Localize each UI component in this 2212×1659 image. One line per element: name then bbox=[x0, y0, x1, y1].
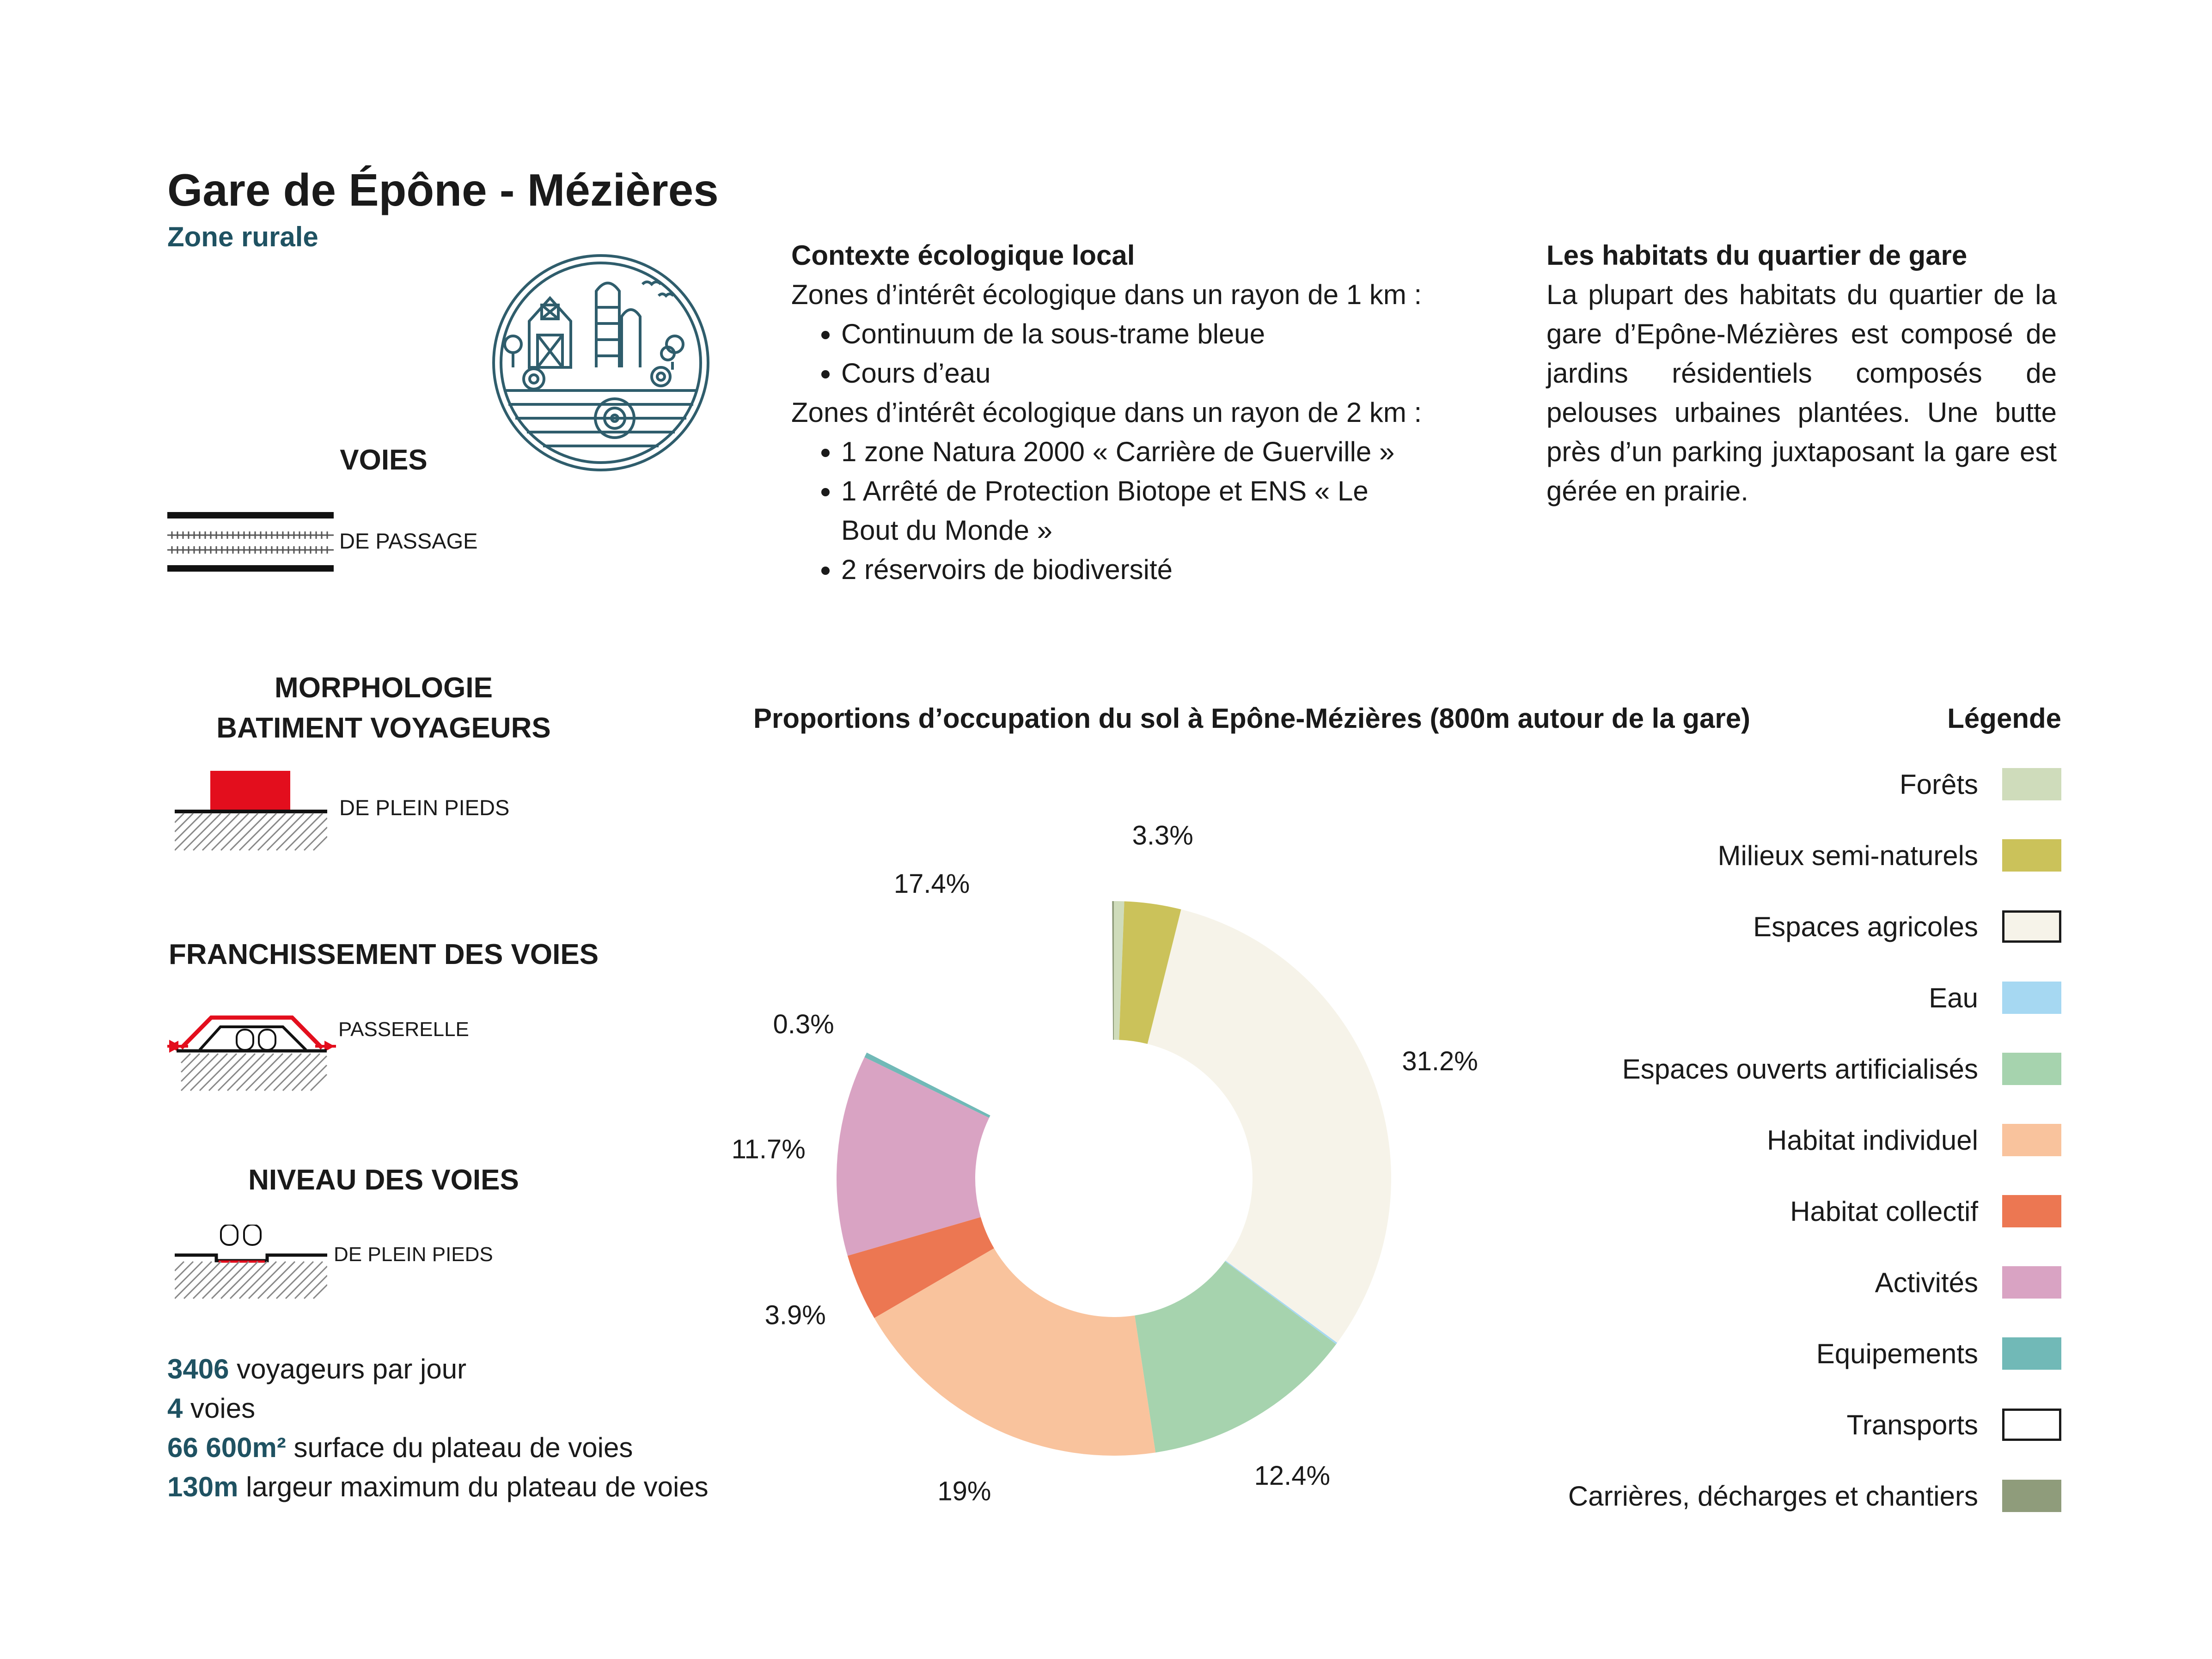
list-item: 1 zone Natura 2000 « Carrière de Guervil… bbox=[841, 432, 1396, 471]
donut-slice bbox=[1147, 909, 1391, 1343]
slice-value-label: 0.3% bbox=[773, 1009, 834, 1039]
slice-value-label: 3.3% bbox=[1132, 823, 1193, 850]
stat-text: largeur maximum du plateau de voies bbox=[238, 1471, 709, 1502]
legend-swatch bbox=[2002, 982, 2061, 1014]
track-level-icon bbox=[175, 1225, 327, 1299]
donut-slice bbox=[837, 1057, 990, 1256]
legend-label: Espaces ouverts artificialisés bbox=[1622, 1053, 1978, 1085]
niveau-title: NIVEAU DES VOIES bbox=[248, 1164, 519, 1196]
stat-value: 130m bbox=[167, 1471, 238, 1502]
tracks-icon bbox=[167, 512, 334, 572]
legend-label: Espaces agricoles bbox=[1753, 911, 1978, 942]
legend-title: Légende bbox=[1947, 703, 2061, 734]
legend-item: Eau bbox=[1414, 962, 2061, 1033]
legend-label: Activités bbox=[1875, 1267, 1978, 1298]
stat-text: voies bbox=[183, 1393, 256, 1424]
habitats-text: La plupart des habitats du quartier de l… bbox=[1546, 279, 2057, 506]
slice-value-label: 3.9% bbox=[765, 1300, 826, 1330]
legend-label: Transports bbox=[1846, 1409, 1978, 1440]
stat-line: 130m largeur maximum du plateau de voies bbox=[167, 1467, 709, 1507]
stat-value: 3406 bbox=[167, 1354, 229, 1385]
legend-swatch bbox=[2002, 839, 2061, 872]
farm-emblem-icon bbox=[492, 254, 709, 471]
stat-line: 3406 voyageurs par jour bbox=[167, 1349, 709, 1389]
legend-swatch bbox=[2002, 1124, 2061, 1156]
legend-item: Equipements bbox=[1414, 1318, 2061, 1389]
legend-label: Eau bbox=[1929, 982, 1978, 1013]
legend-label: Habitat individuel bbox=[1767, 1124, 1978, 1156]
donut-slice bbox=[874, 1248, 1156, 1456]
slice-value-label: 19% bbox=[937, 1476, 991, 1507]
legend-swatch bbox=[2002, 1053, 2061, 1085]
morphologie-title-line2: BATIMENT VOYAGEURS bbox=[216, 712, 551, 744]
legend-item: Forêts bbox=[1414, 749, 2061, 820]
slice-value-label: 31.2% bbox=[1402, 1046, 1478, 1076]
voies-label: DE PASSAGE bbox=[339, 529, 478, 553]
slice-value-label: 17.4% bbox=[894, 869, 970, 899]
legend-swatch bbox=[2002, 768, 2061, 800]
franchissement-label: PASSERELLE bbox=[338, 1018, 469, 1041]
donut-slice bbox=[1135, 1261, 1336, 1453]
morphologie-label: DE PLEIN PIEDS bbox=[339, 795, 510, 820]
legend-item: Carrières, décharges et chantiers bbox=[1414, 1460, 2061, 1531]
legend-label: Forêts bbox=[1899, 769, 1978, 800]
habitats-title: Les habitats du quartier de gare bbox=[1546, 240, 1968, 271]
legend-swatch bbox=[2002, 1409, 2061, 1441]
slice-value-label: 11.7% bbox=[732, 1134, 806, 1164]
morphologie-title-line1: MORPHOLOGIE bbox=[275, 672, 493, 704]
legend-swatch bbox=[2002, 1480, 2061, 1512]
stat-text: surface du plateau de voies bbox=[286, 1432, 633, 1463]
legend-swatch bbox=[2002, 1195, 2061, 1227]
donut-slice bbox=[864, 1052, 990, 1118]
land-use-donut-chart: 3.3% 31.2% 12.4% 19% 3.9% 11.7% 0.3% 17.4% bbox=[732, 823, 1478, 1507]
context-intro-1km: Zones d’intérêt écologique dans un rayon… bbox=[791, 279, 1422, 310]
legend-item: Espaces ouverts artificialisés bbox=[1414, 1033, 2061, 1104]
context-title: Contexte écologique local bbox=[791, 240, 1135, 271]
legend-label: Milieux semi-naturels bbox=[1717, 840, 1979, 871]
chart-legend: Forêts Milieux semi-naturels Espaces agric… bbox=[1414, 749, 2061, 1531]
legend-item: Espaces agricoles bbox=[1414, 891, 2061, 962]
legend-item: Transports bbox=[1414, 1389, 2061, 1460]
voies-title: VOIES bbox=[340, 444, 428, 476]
donut-slice bbox=[1225, 1260, 1338, 1344]
donut-slice bbox=[847, 1217, 994, 1318]
donut-slice bbox=[1119, 901, 1181, 1044]
legend-label: Equipements bbox=[1816, 1338, 1978, 1369]
context-list-1km: Continuum de la sous-trame bleue Cours d… bbox=[791, 314, 1475, 393]
context-intro-2km: Zones d’intérêt écologique dans un rayon… bbox=[791, 397, 1422, 428]
legend-label: Habitat collectif bbox=[1790, 1195, 1978, 1227]
legend-swatch bbox=[2002, 910, 2061, 943]
legend-item: Activités bbox=[1414, 1247, 2061, 1318]
stat-line: 66 600m² surface du plateau de voies bbox=[167, 1428, 709, 1467]
context-list-2km: 1 zone Natura 2000 « Carrière de Guervil… bbox=[791, 432, 1396, 589]
chart-title: Proportions d’occupation du sol à Epône-… bbox=[753, 703, 1751, 734]
legend-item: Milieux semi-naturels bbox=[1414, 820, 2061, 891]
context-section: Contexte écologique local Zones d’intérê… bbox=[791, 236, 1475, 589]
station-stats: 3406 voyageurs par jour 4 voies 66 600m²… bbox=[167, 1349, 709, 1507]
donut-slice bbox=[1112, 901, 1114, 1040]
building-ground-icon bbox=[175, 771, 327, 851]
list-item: 1 Arrêté de Protection Biotope et ENS « … bbox=[841, 471, 1396, 550]
stat-value: 4 bbox=[167, 1393, 183, 1424]
page-title: Gare de Épône - Mézières bbox=[167, 165, 719, 215]
franchissement-title: FRANCHISSEMENT DES VOIES bbox=[168, 939, 599, 970]
legend-item: Habitat individuel bbox=[1414, 1104, 2061, 1176]
slice-value-label: 12.4% bbox=[1254, 1461, 1330, 1491]
stat-value: 66 600m² bbox=[167, 1432, 286, 1463]
donut-slice bbox=[867, 901, 1113, 1116]
stat-text: voyageurs par jour bbox=[229, 1354, 467, 1385]
list-item: Cours d’eau bbox=[841, 354, 1475, 393]
stat-line: 4 voies bbox=[167, 1389, 709, 1428]
legend-item: Habitat collectif bbox=[1414, 1176, 2061, 1247]
legend-swatch bbox=[2002, 1266, 2061, 1299]
list-item: Continuum de la sous-trame bleue bbox=[841, 314, 1475, 354]
page-subtitle: Zone rurale bbox=[167, 221, 318, 252]
list-item: 2 réservoirs de biodiversité bbox=[841, 550, 1396, 589]
habitats-section: Les habitats du quartier de gare La plup… bbox=[1546, 236, 2057, 511]
footbridge-icon bbox=[167, 1015, 336, 1092]
donut-slice bbox=[1114, 901, 1124, 1040]
legend-swatch bbox=[2002, 1337, 2061, 1370]
legend-label: Carrières, décharges et chantiers bbox=[1568, 1480, 1978, 1512]
niveau-label: DE PLEIN PIEDS bbox=[334, 1243, 493, 1266]
